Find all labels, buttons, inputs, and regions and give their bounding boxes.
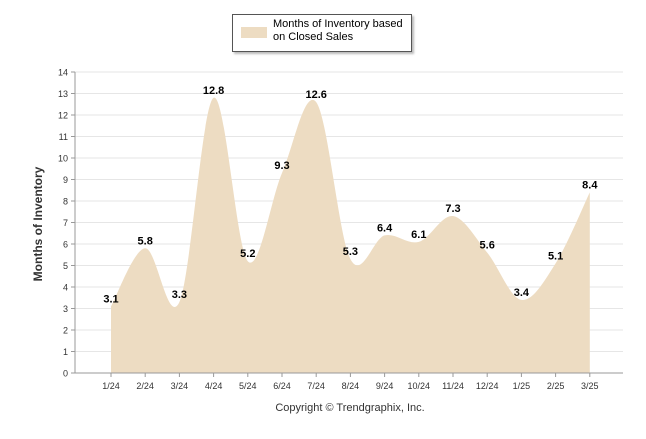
data-label: 5.2 — [240, 248, 255, 260]
legend: Months of Inventory based on Closed Sale… — [232, 14, 412, 52]
x-tick-label: 7/24 — [307, 381, 325, 391]
x-tick-label: 1/25 — [513, 381, 531, 391]
data-label: 5.3 — [343, 246, 358, 258]
x-tick-label: 11/24 — [442, 381, 464, 391]
data-label: 6.4 — [377, 222, 393, 234]
y-tick-label: 12 — [58, 111, 68, 121]
x-tick-labels: 1/24 2/24 3/24 4/24 5/24 6/24 7/24 8/24 9/24 10/2… — [102, 381, 598, 391]
data-label: 5.8 — [138, 235, 153, 247]
y-tick-label: 4 — [63, 283, 68, 293]
legend-label-line-2: on Closed Sales — [273, 31, 354, 43]
y-axis-label: Months of Inventory — [31, 166, 45, 281]
data-label: 6.1 — [411, 229, 426, 241]
x-tick-label: 2/24 — [136, 381, 154, 391]
y-tick-label: 10 — [58, 154, 68, 164]
x-tick-label: 4/24 — [205, 381, 223, 391]
axes — [74, 72, 623, 377]
y-tick-label: 0 — [63, 369, 68, 379]
y-tick-label: 11 — [59, 132, 68, 142]
y-tick-label: 14 — [58, 68, 68, 78]
y-tick-label: 1 — [63, 347, 68, 357]
data-label: 9.3 — [274, 160, 289, 172]
legend-swatch — [241, 27, 267, 38]
x-tick-label: 3/24 — [171, 381, 189, 391]
x-tick-label: 2/25 — [547, 381, 565, 391]
y-tick-label: 3 — [63, 304, 68, 314]
copyright-text: Copyright © Trendgraphix, Inc. — [275, 402, 425, 414]
data-labels: 3.1 5.8 3.3 12.8 5.2 9.3 12.6 5.3 6.4 6.1 7.3 5.6 3.… — [103, 85, 598, 306]
legend-label: Months of Inventory based on Closed Sale… — [273, 18, 409, 44]
data-label: 8.4 — [582, 179, 598, 191]
y-tick-label: 6 — [63, 240, 68, 250]
y-tick-label: 9 — [63, 175, 68, 185]
y-tick-label: 7 — [63, 218, 68, 228]
data-label: 5.1 — [548, 250, 563, 262]
y-tick-label: 5 — [63, 261, 68, 271]
y-tick-label: 8 — [63, 197, 68, 207]
data-label: 12.8 — [203, 85, 224, 97]
data-label: 5.6 — [480, 240, 495, 252]
x-tick-label: 5/24 — [239, 381, 257, 391]
area-series — [111, 97, 590, 373]
data-label: 3.3 — [172, 289, 187, 301]
data-label: 3.4 — [514, 287, 530, 299]
x-tick-label: 1/24 — [102, 381, 120, 391]
data-label: 3.1 — [103, 293, 118, 305]
area-path — [111, 97, 590, 373]
x-tick-label: 8/24 — [342, 381, 360, 391]
x-tick-label: 12/24 — [476, 381, 499, 391]
x-tick-label: 6/24 — [273, 381, 291, 391]
data-label: 7.3 — [445, 203, 460, 215]
x-tick-label: 9/24 — [376, 381, 394, 391]
legend-label-line-1: Months of Inventory based — [273, 18, 403, 30]
x-tick-label: 10/24 — [408, 381, 431, 391]
y-tick-label: 2 — [63, 326, 68, 336]
x-tick-label: 3/25 — [581, 381, 599, 391]
data-label: 12.6 — [305, 89, 326, 101]
y-tick-label: 13 — [58, 89, 68, 99]
